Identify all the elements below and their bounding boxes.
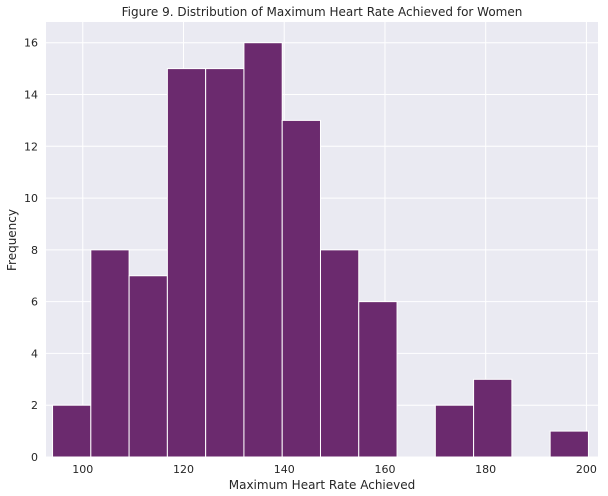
histogram-bar xyxy=(90,249,130,458)
histogram-bar xyxy=(434,404,475,458)
histogram-bar xyxy=(549,430,589,458)
histogram-bar xyxy=(128,275,168,458)
histogram-bar xyxy=(319,249,360,458)
y-tick-label: 0 xyxy=(31,451,38,464)
histogram-bar xyxy=(205,68,245,458)
y-tick-label: 12 xyxy=(24,140,38,153)
histogram-bar xyxy=(52,404,92,458)
histogram-bar xyxy=(243,42,283,458)
x-axis-ticks: 100 120 140 160 180 200 xyxy=(72,463,597,476)
chart-title: Figure 9. Distribution of Maximum Heart … xyxy=(122,5,523,19)
y-tick-label: 10 xyxy=(24,192,38,205)
y-axis-ticks: 0 2 4 6 8 10 12 14 16 xyxy=(24,37,38,464)
histogram-bar xyxy=(358,301,398,458)
x-axis-label: Maximum Heart Rate Achieved xyxy=(229,478,416,492)
x-tick-label: 180 xyxy=(475,463,496,476)
histogram-bar xyxy=(473,378,513,458)
x-tick-label: 140 xyxy=(274,463,295,476)
y-tick-label: 8 xyxy=(31,244,38,257)
x-tick-label: 100 xyxy=(72,463,93,476)
x-tick-label: 200 xyxy=(576,463,597,476)
y-tick-label: 4 xyxy=(31,347,38,360)
y-tick-label: 6 xyxy=(31,296,38,309)
y-tick-label: 14 xyxy=(24,89,38,102)
histogram-bar xyxy=(166,68,207,458)
bars xyxy=(52,42,589,458)
histogram-bar xyxy=(281,119,321,458)
y-axis-label: Frequency xyxy=(5,209,19,271)
x-tick-label: 160 xyxy=(374,463,395,476)
y-tick-label: 2 xyxy=(31,399,38,412)
y-tick-label: 16 xyxy=(24,37,38,50)
x-tick-label: 120 xyxy=(173,463,194,476)
